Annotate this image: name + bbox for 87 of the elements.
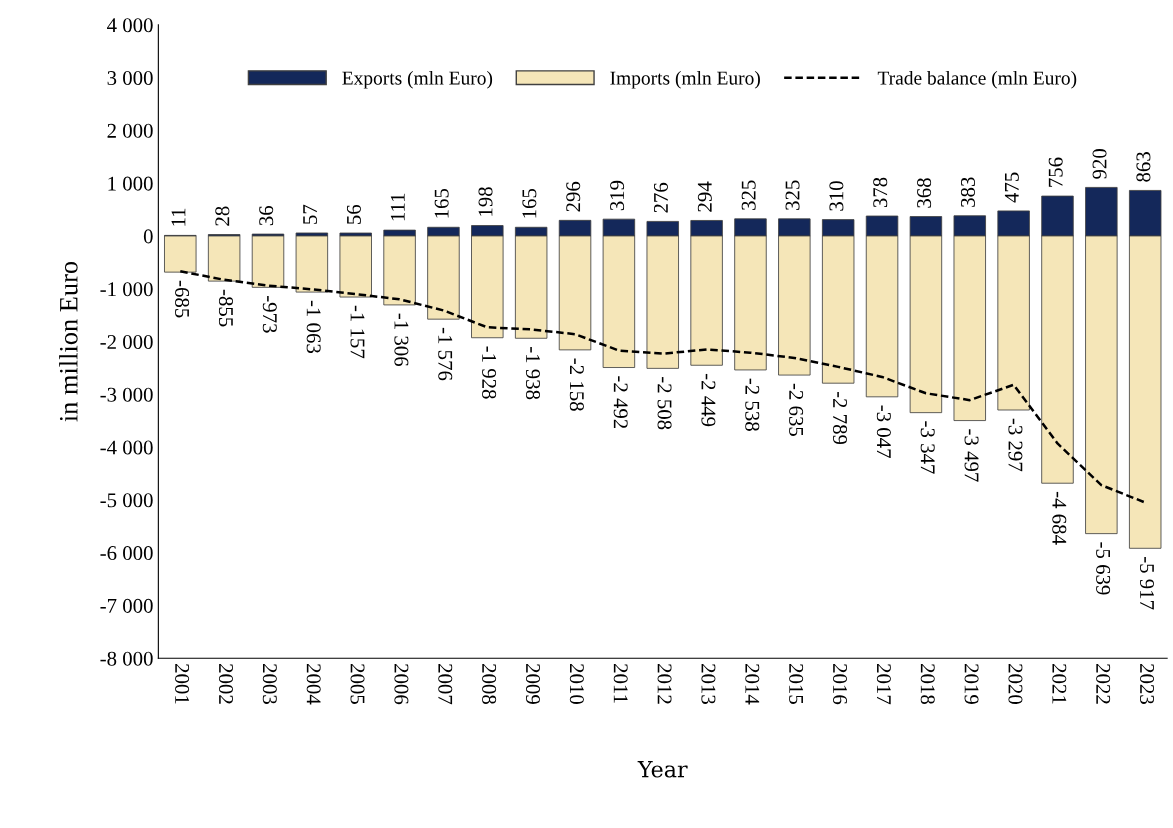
data-label: -1 157 xyxy=(350,305,365,359)
data-label: -855 xyxy=(218,289,233,327)
data-label: -3 297 xyxy=(1008,418,1023,472)
data-label: 28 xyxy=(215,206,230,226)
y-tick-label: -3 000 xyxy=(100,387,153,402)
data-label: -2 635 xyxy=(789,383,804,436)
data-label: -685 xyxy=(175,280,190,318)
data-label: 383 xyxy=(960,177,975,207)
data-label: -5 917 xyxy=(1139,557,1154,610)
x-tick-label: 2014 xyxy=(745,664,760,705)
data-label: 319 xyxy=(610,180,625,211)
legend-label: Exports (mln Euro) xyxy=(342,70,493,89)
x-tick-label: 2023 xyxy=(1139,664,1155,704)
data-label: 56 xyxy=(346,204,361,224)
x-tick-label: 2008 xyxy=(482,664,497,704)
data-label: 111 xyxy=(390,193,405,221)
x-tick-label: 2011 xyxy=(613,664,628,703)
data-label: -3 347 xyxy=(920,421,935,474)
data-label: 11 xyxy=(171,208,186,226)
data-label: -2 789 xyxy=(832,391,848,445)
data-label: 165 xyxy=(434,188,449,218)
y-tick-label: -8 000 xyxy=(100,651,153,666)
data-label: -5 639 xyxy=(1096,542,1111,595)
x-tick-label: 2001 xyxy=(175,664,190,704)
x-tick-label: 2022 xyxy=(1096,664,1111,704)
y-tick-label: 1 000 xyxy=(108,176,153,191)
x-tick-label: 2015 xyxy=(789,664,804,704)
legend-label: Imports (mln Euro) xyxy=(610,70,760,89)
data-label: 325 xyxy=(785,180,800,210)
data-label: -1 576 xyxy=(438,327,453,381)
data-label: -2 508 xyxy=(657,377,672,430)
legend-label: Trade balance (mln Euro) xyxy=(877,70,1077,89)
data-label: -2 492 xyxy=(613,376,628,429)
data-label: -2 158 xyxy=(569,358,584,411)
x-tick-label: 2020 xyxy=(1008,664,1023,704)
y-tick-label: -5 000 xyxy=(100,493,153,508)
data-label: 165 xyxy=(522,188,537,218)
x-tick-label: 2010 xyxy=(569,664,584,704)
x-tick-label: 2006 xyxy=(394,664,409,705)
data-label: -1 306 xyxy=(394,313,409,367)
y-tick-label: -6 000 xyxy=(100,546,153,561)
x-tick-label: 2017 xyxy=(876,664,891,705)
data-label: 863 xyxy=(1136,152,1151,182)
data-label: -1 928 xyxy=(482,346,497,399)
data-label: 475 xyxy=(1004,172,1019,203)
x-tick-label: 2003 xyxy=(262,664,277,704)
data-label: 276 xyxy=(653,182,668,213)
x-tick-label: 2004 xyxy=(306,664,321,705)
data-label: 756 xyxy=(1048,157,1063,187)
data-label: 310 xyxy=(829,181,844,211)
x-tick-label: 2013 xyxy=(701,664,716,704)
data-label: 57 xyxy=(303,204,318,224)
data-label: -3 047 xyxy=(876,405,891,458)
y-tick-label: -4 000 xyxy=(100,440,153,455)
data-label: 378 xyxy=(873,177,888,208)
x-tick-label: 2007 xyxy=(438,664,453,705)
data-label: 368 xyxy=(917,178,932,208)
data-label: 294 xyxy=(697,181,712,212)
data-label: -2 538 xyxy=(745,378,760,431)
y-tick-label: -2 000 xyxy=(100,334,153,349)
y-tick-label: -7 000 xyxy=(100,598,153,613)
data-label: -2 449 xyxy=(701,373,716,427)
x-tick-label: 2016 xyxy=(832,664,848,705)
data-label: -4 684 xyxy=(1052,491,1067,545)
data-label: -1 063 xyxy=(306,300,321,354)
x-tick-label: 2005 xyxy=(350,664,365,704)
x-tick-label: 2009 xyxy=(525,664,541,704)
data-label: 198 xyxy=(478,187,493,216)
x-tick-label: 2018 xyxy=(920,664,935,704)
data-label: -3 497 xyxy=(964,429,979,482)
data-label: -973 xyxy=(262,296,277,333)
data-label: 296 xyxy=(566,181,581,212)
data-label: -1 938 xyxy=(525,346,541,400)
data-label: 36 xyxy=(259,205,274,226)
x-tick-label: 2019 xyxy=(964,664,979,704)
data-label: 920 xyxy=(1092,149,1107,179)
x-axis-title: Year xyxy=(637,761,688,778)
y-tick-label: 0 xyxy=(143,229,153,244)
x-tick-label: 2012 xyxy=(657,664,672,704)
y-tick-label: -1 000 xyxy=(100,282,153,297)
y-tick-label: 4 000 xyxy=(107,18,153,33)
y-tick-label: 3 000 xyxy=(107,71,153,86)
y-tick-label: 2 000 xyxy=(107,123,153,138)
x-tick-label: 2002 xyxy=(218,664,233,704)
y-axis-title: in million Euro xyxy=(59,261,78,422)
x-tick-label: 2021 xyxy=(1052,664,1067,704)
data-label: 325 xyxy=(741,180,756,210)
